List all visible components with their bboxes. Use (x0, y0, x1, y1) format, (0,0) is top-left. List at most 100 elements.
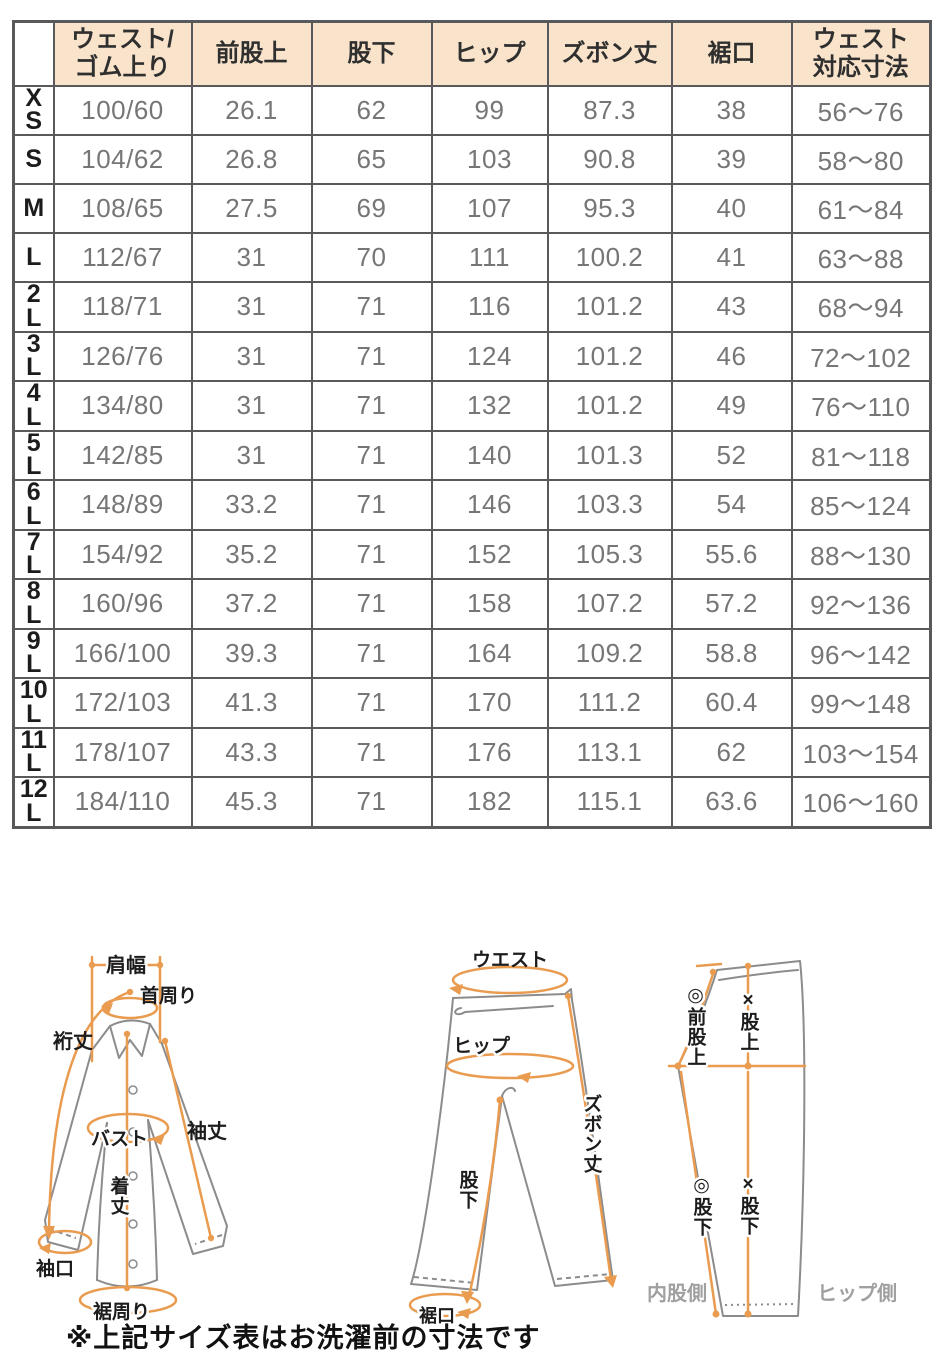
cell-pants-length: 101.3 (546, 429, 673, 481)
cell-waist-elastic: 126/76 (52, 330, 193, 382)
size-label: 2 L (12, 281, 55, 333)
cell-pants-length: 101.2 (546, 330, 673, 382)
sleeve-length-label: 袖丈 (187, 1119, 227, 1143)
pre-wash-note: ※上記サイズ表はお洗濯前の寸法です (66, 1323, 541, 1353)
size-table-body: X S 100/60 26.1 62 99 87.3 38 56〜76 S 10… (12, 84, 932, 828)
cell-waist-elastic: 134/80 (52, 380, 193, 432)
cell-inseam: 71 (310, 380, 433, 432)
size-label: 4 L (12, 380, 55, 432)
cell-waist-range: 61〜84 (790, 183, 932, 234)
pants-side-labels: ◎前股上 ×股上 ◎股下 ×股下 内股側 ヒップ側 (647, 982, 897, 1306)
cuff-label: 袖口 (36, 1257, 74, 1280)
size-label: S (12, 134, 55, 185)
cell-waist-range: 99〜148 (790, 677, 932, 729)
cell-inseam: 65 (310, 134, 433, 185)
cell-waist-range: 58〜80 (790, 134, 932, 185)
cell-waist-elastic: 154/92 (52, 528, 193, 580)
cell-inseam: 71 (310, 330, 433, 382)
cell-hip: 176 (430, 726, 549, 778)
size-label: 3 L (12, 330, 55, 382)
cell-inseam: 71 (310, 429, 433, 481)
table-row: 6 L 148/89 33.2 71 146 103.3 54 85〜124 (12, 479, 932, 531)
front-rise-label: ◎前股上 (685, 984, 707, 1067)
table-row: X S 100/60 26.1 62 99 87.3 38 56〜76 (12, 84, 932, 136)
cell-front-rise: 31 (190, 330, 313, 382)
header-row: ウェスト/ ゴム上り 前股上 股下 ヒップ ズボン丈 裾口 ウェスト 対応寸法 (12, 20, 932, 87)
hem-label: 裾口 (419, 1305, 455, 1326)
pants-front-measure-lines (408, 965, 617, 1319)
cell-waist-range: 88〜130 (790, 528, 932, 580)
cell-hem: 58.8 (670, 627, 793, 679)
cell-waist-elastic: 112/67 (52, 232, 193, 283)
cell-hip: 111 (430, 232, 549, 283)
header-pants-length: ズボン丈 (546, 20, 673, 87)
cell-hip: 140 (430, 429, 549, 481)
measurement-diagrams: 肩幅 首周り 裄丈 バスト 袖丈 着丈 袖口 裾周り (0, 948, 940, 1330)
cell-waist-elastic: 108/65 (52, 183, 193, 234)
table-row: 2 L 118/71 31 71 116 101.2 43 68〜94 (12, 281, 932, 333)
pants-front-labels: ウエスト ヒップ ズボン丈 股下 裾口 (417, 949, 605, 1328)
cell-pants-length: 90.8 (546, 134, 673, 185)
cell-waist-range: 63〜88 (790, 232, 932, 283)
cell-hem: 63.6 (670, 776, 793, 828)
cell-hip: 132 (430, 380, 549, 432)
table-row: M 108/65 27.5 69 107 95.3 40 61〜84 (12, 183, 932, 234)
size-label: L (12, 232, 55, 283)
cell-inseam: 71 (310, 479, 433, 531)
cell-waist-elastic: 104/62 (52, 134, 193, 185)
cell-front-rise: 27.5 (190, 183, 313, 234)
cell-front-rise: 26.8 (190, 134, 313, 185)
pants-side-diagram: ◎前股上 ×股上 ◎股下 ×股下 内股側 ヒップ側 (647, 960, 897, 1318)
cell-pants-length: 95.3 (546, 183, 673, 234)
pants-side-measure-lines (667, 962, 807, 1318)
cell-pants-length: 103.3 (546, 479, 673, 531)
shirt-measure-lines (37, 955, 215, 1317)
cell-front-rise: 31 (190, 380, 313, 432)
cell-waist-range: 72〜102 (790, 330, 932, 382)
cell-front-rise: 43.3 (190, 726, 313, 778)
cell-hip: 107 (430, 183, 549, 234)
header-waist-range: ウェスト 対応寸法 (790, 20, 932, 87)
shirt-diagram: 肩幅 首周り 裄丈 バスト 袖丈 着丈 袖口 裾周り (35, 951, 228, 1324)
cell-hip: 158 (430, 578, 549, 630)
cell-hem: 43 (670, 281, 793, 333)
cell-pants-length: 111.2 (546, 677, 673, 729)
inseam-back-label: ×股下 (738, 1174, 760, 1236)
table-row: 8 L 160/96 37.2 71 158 107.2 57.2 92〜136 (12, 578, 932, 630)
pants-front-outline (410, 988, 614, 1291)
cell-waist-elastic: 148/89 (52, 479, 193, 531)
cell-front-rise: 26.1 (190, 84, 313, 136)
shoulder-width-label: 肩幅 (106, 953, 146, 977)
cell-hem: 41 (670, 232, 793, 283)
cell-hip: 152 (430, 528, 549, 580)
table-row: 7 L 154/92 35.2 71 152 105.3 55.6 88〜130 (12, 528, 932, 580)
cell-front-rise: 45.3 (190, 776, 313, 828)
table-row: L 112/67 31 70 111 100.2 41 63〜88 (12, 232, 932, 283)
cell-front-rise: 41.3 (190, 677, 313, 729)
hem-around-label: 裾周り (93, 1300, 150, 1323)
size-chart-table: ウェスト/ ゴム上り 前股上 股下 ヒップ ズボン丈 裾口 ウェスト 対応寸法 … (12, 20, 932, 829)
cell-waist-range: 68〜94 (790, 281, 932, 333)
cell-waist-elastic: 160/96 (52, 578, 193, 630)
cell-waist-range: 56〜76 (790, 84, 932, 136)
body-length-label: 着丈 (108, 1175, 130, 1216)
size-label: X S (12, 84, 55, 136)
cell-pants-length: 101.2 (546, 380, 673, 432)
table-row: 4 L 134/80 31 71 132 101.2 49 76〜110 (12, 380, 932, 432)
cell-hip: 99 (430, 84, 549, 136)
hip-side-label: ヒップ側 (817, 1282, 897, 1305)
size-label: 11 L (12, 726, 55, 778)
cell-waist-elastic: 166/100 (52, 627, 193, 679)
size-label: 7 L (12, 528, 55, 580)
size-label: M (12, 183, 55, 234)
cell-hem: 46 (670, 330, 793, 382)
size-label: 8 L (12, 578, 55, 630)
size-label: 12 L (12, 776, 55, 828)
header-front-rise: 前股上 (190, 20, 313, 87)
rise-label: ×股上 (738, 990, 760, 1052)
cell-waist-elastic: 142/85 (52, 429, 193, 481)
cell-hem: 52 (670, 429, 793, 481)
cell-inseam: 62 (310, 84, 433, 136)
cell-waist-elastic: 184/110 (52, 776, 193, 828)
table-row: 3 L 126/76 31 71 124 101.2 46 72〜102 (12, 330, 932, 382)
